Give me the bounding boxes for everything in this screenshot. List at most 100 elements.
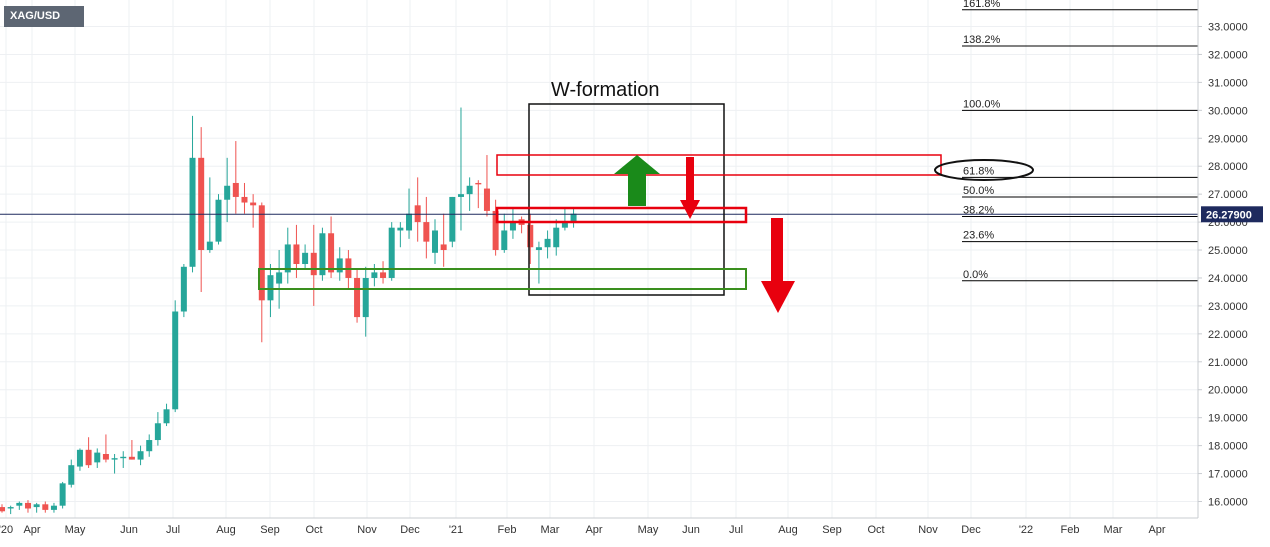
x-tick-label: Jun <box>682 524 700 536</box>
candle-body <box>102 454 109 460</box>
y-tick-label: 25.0000 <box>1208 245 1248 257</box>
candle-body <box>146 440 153 452</box>
candle-body <box>85 449 92 466</box>
candle-body <box>0 507 5 512</box>
x-tick-label: Jun <box>120 524 138 536</box>
candle-body <box>509 222 516 231</box>
y-tick-label: 19.0000 <box>1208 413 1248 425</box>
candle-body <box>42 504 49 510</box>
fib-level-label: 100.0% <box>963 98 1001 110</box>
fib-level-label: 23.6% <box>963 230 994 242</box>
candle-body <box>276 272 283 284</box>
x-tick-label: Nov <box>918 524 938 536</box>
y-tick-label: 31.0000 <box>1208 77 1248 89</box>
candle-body <box>172 311 179 410</box>
candle-body <box>561 222 568 228</box>
w-formation-title: W-formation <box>551 79 660 101</box>
fibonacci-levels: 161.8% 138.2% 100.0% 61.8% 50.0% 38.2% 23.6% 0.… <box>962 0 1198 282</box>
x-tick-label: Apr <box>1148 524 1165 536</box>
y-tick-label: 32.0000 <box>1208 49 1248 61</box>
candle-body <box>371 272 378 278</box>
x-tick-label: '21 <box>449 524 463 536</box>
x-tick-label: Feb <box>1061 524 1080 536</box>
candle-body <box>284 244 291 273</box>
candle-body <box>198 157 205 251</box>
y-tick-label: 21.0000 <box>1208 357 1248 369</box>
x-tick-label: Aug <box>778 524 798 536</box>
y-tick-label: 30.0000 <box>1208 105 1248 117</box>
candle-body <box>457 194 464 197</box>
candle-body <box>215 199 222 242</box>
candle-body <box>449 196 456 242</box>
x-tick-label: May <box>65 524 86 536</box>
candle-body <box>492 210 499 251</box>
candle-body <box>310 252 317 276</box>
candle-body <box>362 277 369 318</box>
candle-body <box>293 244 300 264</box>
candle-body <box>267 275 274 301</box>
x-tick-label: Nov <box>357 524 377 536</box>
x-tick-label: Dec <box>400 524 420 536</box>
candle-body <box>189 157 196 267</box>
candle-body <box>111 458 118 460</box>
candle-body <box>94 452 101 463</box>
x-tick-label: Aug <box>216 524 236 536</box>
annotations: W-formation <box>258 79 1034 313</box>
y-tick-label: 22.0000 <box>1208 329 1248 341</box>
candle-body <box>466 185 473 195</box>
candlestick-series <box>0 107 577 515</box>
y-tick-label: 29.0000 <box>1208 133 1248 145</box>
x-tick-label: Oct <box>305 524 322 536</box>
x-tick-label: Apr <box>585 524 602 536</box>
candle-body <box>302 252 309 264</box>
fib-level-label: 38.2% <box>963 205 994 217</box>
x-tick-label: Sep <box>260 524 280 536</box>
neckline-zone-box <box>495 206 748 224</box>
candle-body <box>553 227 560 248</box>
x-tick-label: Jul <box>729 524 743 536</box>
candle-body <box>33 504 40 508</box>
x-tick-label: Mar <box>541 524 560 536</box>
fib-level-label: 61.8% <box>963 165 994 177</box>
y-tick-label: 23.0000 <box>1208 301 1248 313</box>
fib-618-highlight-ellipse <box>934 159 1034 181</box>
x-tick-label: May <box>638 524 659 536</box>
x-tick-label: Feb <box>498 524 517 536</box>
candle-body <box>501 230 508 251</box>
red-down-arrow-small <box>680 157 700 219</box>
candle-body <box>7 507 14 509</box>
candle-body <box>397 227 404 231</box>
x-tick-label: '20 <box>0 524 13 536</box>
candle-body <box>319 233 326 276</box>
y-tick-label: 33.0000 <box>1208 22 1248 34</box>
x-tick-label: Dec <box>961 524 981 536</box>
x-tick-label: Apr <box>23 524 40 536</box>
candle-body <box>206 241 213 251</box>
y-tick-label: 17.0000 <box>1208 469 1248 481</box>
candle-body <box>414 205 421 223</box>
candle-body <box>50 505 57 510</box>
candle-body <box>128 456 135 460</box>
resistance-zone-box <box>496 154 942 176</box>
price-tag-label: 26.27900 <box>1206 209 1252 221</box>
candle-body <box>24 502 31 509</box>
w-formation-box <box>528 103 725 296</box>
y-tick-label: 28.0000 <box>1208 161 1248 173</box>
candle-body <box>423 222 430 242</box>
x-tick-label: Mar <box>1104 524 1123 536</box>
y-tick-label: 18.0000 <box>1208 441 1248 453</box>
candle-body <box>544 238 551 248</box>
x-tick-label: '22 <box>1019 524 1033 536</box>
y-tick-label: 20.0000 <box>1208 385 1248 397</box>
candle-body <box>76 449 83 467</box>
fib-level-label: 138.2% <box>963 34 1001 46</box>
grid-layer <box>0 0 1198 518</box>
candle-body <box>258 205 265 301</box>
candle-body <box>137 451 144 460</box>
candle-body <box>154 423 161 441</box>
price-tag-bg <box>1201 206 1263 223</box>
candle-body <box>380 272 387 278</box>
candle-body <box>120 456 127 459</box>
